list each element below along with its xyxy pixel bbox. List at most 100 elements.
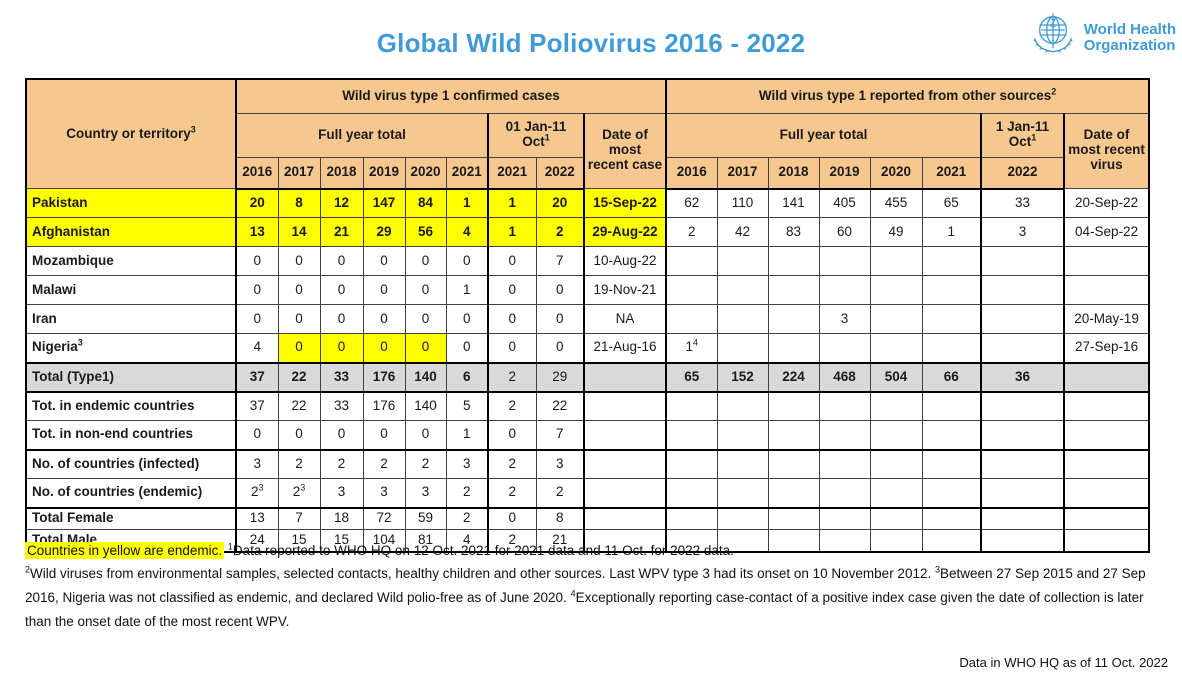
value-cell: 83 <box>767 217 820 247</box>
value-cell: 84 <box>404 188 447 218</box>
year-header: 2016 <box>235 156 279 190</box>
value-cell: 23 <box>235 478 279 508</box>
value-cell: 1 <box>487 188 537 218</box>
year-header: 2022 <box>980 156 1066 190</box>
value-cell: 0 <box>535 275 585 305</box>
country-header: Country or territory3 <box>25 78 237 189</box>
value-cell <box>818 506 871 530</box>
date-cell <box>1063 529 1150 552</box>
year-header: 2018 <box>319 156 364 190</box>
footnotes: Countries in yellow are endemic. 1Data r… <box>25 542 1168 634</box>
table-row: Tot. in non-end countries 0 0 0 0 0 1 0 7 <box>25 420 1150 450</box>
who-logo-line2: Organization <box>1083 36 1176 54</box>
value-cell: 176 <box>362 391 406 421</box>
footnote-4-text: Exceptionally reporting case-contact of … <box>25 590 1144 629</box>
value-cell: 2 <box>319 448 364 479</box>
value-cell: 2 <box>487 478 537 508</box>
endemic-legend: Countries in yellow are endemic. <box>25 542 225 559</box>
value-cell <box>818 275 871 305</box>
value-cell: 15 <box>277 529 321 552</box>
value-cell: 29 <box>535 361 585 393</box>
left-group-header: Wild virus type 1 confirmed cases <box>235 78 668 114</box>
value-cell: 0 <box>319 333 364 363</box>
footnote-2-sup: 2 <box>25 564 31 575</box>
value-cell <box>869 391 923 421</box>
value-cell: 224 <box>767 361 820 393</box>
polio-table: Country or territory3 Wild virus type 1 … <box>25 78 1151 553</box>
right-partial-sup: 1 <box>1031 132 1037 143</box>
value-cell <box>980 448 1066 479</box>
value-cell: 33 <box>980 188 1066 218</box>
value-cell: 33 <box>319 391 364 421</box>
value-cell: 2 <box>487 448 537 479</box>
value-cell <box>921 275 983 305</box>
left-date-header: Date of most recent case <box>583 112 668 189</box>
value-cell: 140 <box>404 361 447 393</box>
value-cell: 66 <box>921 361 983 393</box>
value-cell: 504 <box>869 361 923 393</box>
date-cell <box>583 506 668 530</box>
date-cell: 29-Aug-22 <box>583 217 668 247</box>
value-cell <box>767 391 820 421</box>
table-row: Total Female 13 7 18 72 59 2 0 8 <box>25 506 1150 530</box>
value-cell: 42 <box>716 217 769 247</box>
header-subgroup-row: Full year total 01 Jan-11 Oct1 Date of m… <box>26 112 1150 189</box>
value-cell: 81 <box>404 529 447 552</box>
value-cell: 22 <box>535 391 585 421</box>
footnote-3-text: Between 27 Sep 2015 and 27 Sep 2016, Nig… <box>25 566 1146 605</box>
value-cell: 2 <box>535 478 585 508</box>
value-cell: 5 <box>445 391 489 421</box>
value-cell <box>980 275 1066 305</box>
value-cell: 1 <box>445 188 489 218</box>
value-cell <box>921 420 983 450</box>
country-cell: No. of countries (infected) <box>25 448 237 479</box>
value-cell: 37 <box>235 361 279 393</box>
value-cell: 152 <box>716 361 769 393</box>
year-header: 2020 <box>869 156 923 190</box>
value-cell: 0 <box>362 420 406 450</box>
table-row: Total Male 24 15 15 104 81 4 2 21 <box>25 529 1150 552</box>
value-cell <box>869 506 923 530</box>
value-cell: 0 <box>362 275 406 305</box>
value-cell: 21 <box>535 529 585 552</box>
value-cell <box>980 420 1066 450</box>
value-cell <box>665 506 718 530</box>
value-cell: 4 <box>445 529 489 552</box>
value-cell: 22 <box>277 361 321 393</box>
country-cell: Total Female <box>25 506 237 530</box>
value-cell <box>980 246 1066 276</box>
value-cell: 0 <box>404 420 447 450</box>
date-cell: NA <box>583 304 668 334</box>
value-cell: 0 <box>319 275 364 305</box>
value-cell: 0 <box>445 333 489 363</box>
value-cell <box>665 420 718 450</box>
value-cell: 147 <box>362 188 406 218</box>
value-cell: 0 <box>445 246 489 276</box>
value-cell: 0 <box>487 333 537 363</box>
year-header: 2017 <box>277 156 321 190</box>
value-cell: 2 <box>445 506 489 530</box>
value-cell: 0 <box>235 246 279 276</box>
footnote-1-text: Data reported to WHO HQ on 12 Oct. 2021 … <box>232 543 734 558</box>
footnote-paragraph: 2Wild viruses from environmental samples… <box>25 562 1168 634</box>
value-cell: 0 <box>362 333 406 363</box>
value-cell: 7 <box>535 246 585 276</box>
value-cell <box>716 420 769 450</box>
value-cell: 7 <box>535 420 585 450</box>
left-partial-sup: 1 <box>544 132 550 143</box>
value-cell: 0 <box>404 275 447 305</box>
value-cell <box>767 333 820 363</box>
header-group-row: Country or territory3 Wild virus type 1 … <box>25 78 1150 189</box>
value-cell: 0 <box>535 304 585 334</box>
footnote-line-1: Countries in yellow are endemic. 1Data r… <box>25 542 1168 559</box>
value-cell: 37 <box>235 391 279 421</box>
value-cell <box>869 420 923 450</box>
value-cell: 4 <box>235 333 279 363</box>
value-cell: 0 <box>487 275 537 305</box>
value-cell <box>767 246 820 276</box>
value-cell: 0 <box>487 304 537 334</box>
year-header: 2017 <box>716 156 769 190</box>
right-partial-label: 1 Jan-11 Oct <box>995 119 1050 149</box>
left-full-year-header: Full year total <box>235 112 489 158</box>
country-cell: Total (Type1) <box>25 361 237 393</box>
